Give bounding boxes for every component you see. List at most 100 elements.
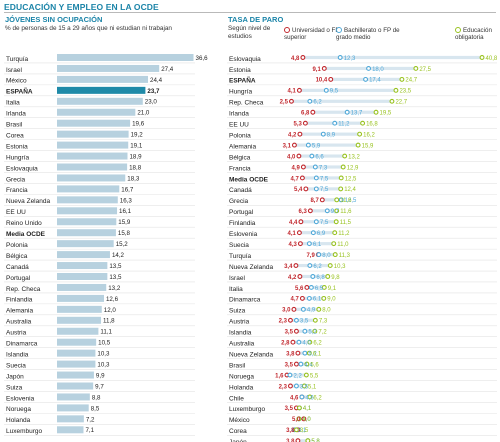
category-label: Eslovenia	[6, 395, 35, 402]
obligatoria-label: 23,5	[399, 89, 411, 95]
bar	[57, 349, 96, 357]
category-label: Dinamarca	[6, 341, 38, 348]
obligatoria-marker	[306, 350, 312, 356]
left-chart-title: JÓVENES SIN OCUPACIÓN	[5, 15, 103, 24]
obligatoria-marker	[312, 317, 318, 323]
bachillerato-label: 12,3	[344, 56, 356, 62]
obligatoria-marker	[399, 76, 405, 82]
bachillerato-label: 11,2	[338, 122, 350, 128]
obligatoria-label: 22,7	[395, 100, 407, 106]
bachillerato-marker	[316, 252, 322, 258]
obligatoria-label: 5,1	[308, 384, 317, 390]
bar	[57, 174, 126, 182]
obligatoria-label: 12,9	[347, 165, 359, 171]
bar	[57, 130, 129, 138]
universidad-label: 2,3	[279, 319, 288, 325]
data-label: 16,7	[121, 186, 134, 193]
data-label: 8,5	[91, 405, 100, 412]
universidad-label: 10,4	[316, 78, 328, 84]
bar	[57, 404, 89, 412]
category-label: Israel	[6, 67, 22, 74]
data-label: 11,1	[100, 329, 112, 336]
bachillerato-marker	[302, 328, 308, 334]
bachillerato-marker	[310, 230, 316, 236]
country-label: Israel	[229, 275, 245, 282]
universidad-marker	[290, 339, 296, 345]
obligatoria-label: 4,1	[303, 406, 312, 412]
bachillerato-marker	[307, 98, 313, 104]
data-label: 18,8	[129, 164, 142, 171]
country-label: Nueva Zelanda	[229, 264, 273, 271]
bachillerato-marker	[313, 219, 319, 225]
bachillerato-label: 5,2	[308, 330, 317, 336]
country-label: Finlandia	[229, 220, 256, 227]
bar	[57, 316, 102, 324]
legend-obligatoria: Educación obligatoria	[455, 27, 499, 41]
right-chart-subtitle: Según nivel de estudios	[228, 25, 271, 40]
bachillerato-marker	[313, 186, 319, 192]
bachillerato-marker	[299, 394, 305, 400]
universidad-marker	[296, 87, 302, 93]
obligatoria-marker	[305, 438, 311, 442]
universidad-marker	[291, 306, 297, 312]
obligatoria-label: 16,2	[363, 132, 375, 138]
category-label: Corea	[6, 132, 24, 139]
bachillerato-label: 6,2	[313, 100, 322, 106]
obligatoria-marker	[334, 197, 340, 203]
universidad-label: 5,4	[294, 187, 303, 193]
bachillerato-marker	[302, 350, 308, 356]
universidad-label: 9,1	[312, 67, 321, 73]
bachillerato-label: 4,6	[305, 395, 314, 401]
bar	[57, 273, 108, 280]
data-label: 15,8	[118, 230, 131, 237]
bachillerato-marker	[313, 175, 319, 181]
right-chart-title: TASA DE PARO	[228, 15, 284, 24]
bar	[57, 426, 84, 434]
bachillerato-label: 2,2	[293, 373, 302, 379]
range-band	[292, 340, 310, 344]
category-label: Bélgica	[6, 253, 28, 260]
country-label: Corea	[229, 428, 247, 435]
country-label: Media OCDE	[229, 176, 269, 183]
bachillerato-label: 9,5	[330, 89, 339, 95]
obligatoria-marker	[357, 131, 363, 137]
bachillerato-label: 13,7	[351, 111, 363, 117]
obligatoria-marker	[327, 263, 333, 268]
universidad-label: 4,9	[292, 165, 301, 171]
range-band	[299, 88, 396, 92]
universidad-marker	[297, 131, 303, 137]
obligatoria-marker	[304, 361, 310, 367]
legend-bachillerato-label: Bachillerato o FP de grado medio	[336, 27, 400, 42]
bachillerato-marker	[332, 120, 338, 126]
bachillerato-marker	[338, 197, 344, 203]
obligatoria-marker	[325, 274, 331, 279]
universidad-marker	[310, 109, 316, 115]
universidad-marker	[297, 274, 303, 279]
universidad-marker	[296, 153, 302, 159]
universidad-marker	[295, 350, 301, 356]
universidad-label: 4,2	[288, 275, 297, 281]
data-label: 15,9	[118, 219, 131, 226]
bachillerato-label: 6,1	[313, 242, 322, 248]
country-label: Estonia	[229, 67, 251, 74]
universidad-label: 3,1	[283, 143, 292, 149]
universidad-label: 2,5	[280, 100, 289, 106]
obligatoria-marker	[301, 383, 307, 389]
universidad-marker	[288, 98, 294, 104]
bachillerato-label: 7,5	[320, 187, 329, 193]
data-label: 7,1	[85, 427, 94, 434]
obligatoria-marker	[307, 339, 313, 345]
bachillerato-marker	[310, 274, 316, 279]
bachillerato-marker	[298, 361, 304, 367]
category-label: Estonia	[6, 143, 28, 150]
range-band	[322, 198, 342, 202]
data-label: 10,3	[97, 351, 110, 358]
bar	[57, 262, 108, 270]
category-label: ESPAÑA	[6, 87, 33, 96]
universidad-label: 2,8	[281, 341, 290, 347]
range-band	[303, 165, 344, 169]
bachillerato-label: 6,6	[315, 154, 324, 160]
data-label: 9,9	[96, 372, 105, 379]
range-band	[312, 110, 377, 114]
country-label: EE UU	[229, 122, 249, 129]
